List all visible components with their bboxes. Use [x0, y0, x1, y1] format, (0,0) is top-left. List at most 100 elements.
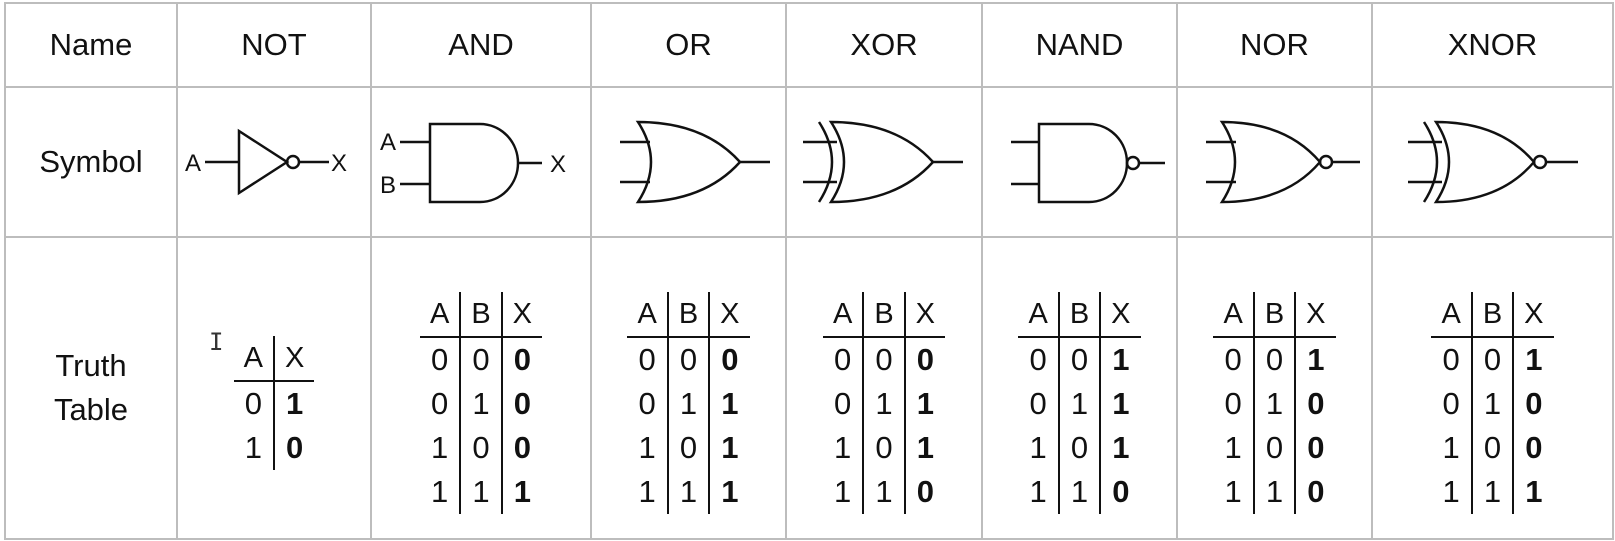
input-value: 1	[667, 470, 711, 514]
input-value: 0	[667, 426, 711, 470]
output-value: 1	[721, 474, 739, 509]
truth-table-column-header: A	[1431, 292, 1473, 338]
input-value: 1	[822, 470, 865, 514]
text-cursor-icon: I	[209, 328, 224, 356]
truth-table-column-header: B	[1253, 292, 1297, 338]
input-value: 1	[419, 470, 462, 514]
input-value: 0	[627, 337, 669, 382]
input-value: 0	[233, 381, 276, 426]
output-value: 1	[1525, 474, 1543, 509]
input-value: 1	[1058, 382, 1102, 426]
truth-table-column-header: A	[822, 292, 865, 338]
logic-gates-table: Name NOT AND OR XOR NAND NOR XNOR Symbol…	[4, 2, 1614, 540]
input-value: 0	[1058, 426, 1102, 470]
pin-label-a: A	[185, 150, 201, 177]
output-value: 1	[1307, 342, 1325, 377]
input-value: 0	[822, 337, 865, 382]
output-value: 1	[916, 430, 934, 465]
truth-label-line2: Table	[53, 392, 129, 427]
input-value: 0	[627, 382, 669, 426]
input-value: 0	[1471, 426, 1515, 470]
truth-table-column-header: B	[1058, 292, 1102, 338]
gate-name-and: AND	[370, 2, 592, 88]
symbol-cell-not: A X	[176, 86, 372, 238]
truth-table-column-header: X	[709, 292, 750, 338]
input-value: 0	[1213, 337, 1255, 382]
output-value: 1	[513, 474, 531, 509]
output-value: 1	[916, 386, 934, 421]
input-value: 0	[822, 382, 865, 426]
truth-table-column-header: B	[460, 292, 503, 338]
input-value: 0	[863, 337, 906, 382]
output-value: 0	[286, 430, 304, 465]
not-gate-icon: A X	[185, 128, 347, 196]
input-value: 1	[863, 382, 906, 426]
truth-table-column-header: B	[863, 292, 906, 338]
symbol-cell-xor	[785, 86, 983, 238]
input-value: 1	[233, 426, 276, 470]
output-value: 1	[1525, 342, 1543, 377]
truth-table-column-header: X	[1295, 292, 1336, 338]
input-value: 0	[460, 426, 503, 470]
output-value: 0	[1307, 430, 1325, 465]
pin-label-a: A	[380, 129, 396, 156]
input-value: 1	[1018, 470, 1060, 514]
symbol-row: Symbol A X A B X	[4, 86, 1614, 238]
or-gate-icon	[619, 120, 770, 204]
gate-name-nand: NAND	[981, 2, 1178, 88]
input-value: 0	[1431, 382, 1473, 426]
output-value: 1	[721, 430, 739, 465]
input-value: 1	[1253, 470, 1297, 514]
output-value: 1	[721, 386, 739, 421]
output-value: 1	[1112, 386, 1130, 421]
input-value: 1	[1213, 426, 1255, 470]
input-value: 1	[460, 382, 503, 426]
input-value: 0	[863, 426, 906, 470]
pin-label-b: B	[380, 172, 396, 199]
symbol-cell-nor	[1176, 86, 1373, 238]
gate-name-xor: XOR	[785, 2, 983, 88]
nor-gate-icon	[1205, 120, 1360, 204]
input-value: 0	[1213, 382, 1255, 426]
input-value: 1	[863, 470, 906, 514]
input-value: 1	[1431, 426, 1473, 470]
truth-table-column-header: X	[1100, 292, 1141, 338]
input-value: 1	[1431, 470, 1473, 514]
truth-label-line1: Truth	[55, 348, 127, 383]
output-value: 1	[286, 386, 304, 421]
output-value: 0	[1307, 474, 1325, 509]
truth-table-column-header: A	[419, 292, 462, 338]
output-value: 0	[513, 342, 531, 377]
